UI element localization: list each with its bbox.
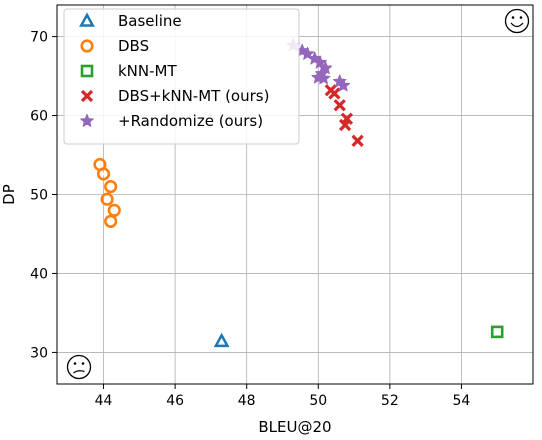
face-eye xyxy=(81,362,85,365)
confused-face-icon xyxy=(66,354,92,380)
legend-marker xyxy=(80,39,94,53)
x-tick-label: 46 xyxy=(166,393,184,409)
data-point xyxy=(100,192,114,206)
data-point xyxy=(316,71,331,85)
triangle-marker xyxy=(213,332,230,348)
circle-marker-center xyxy=(105,197,109,201)
legend-entry: Baseline xyxy=(79,12,182,30)
triangle-marker xyxy=(79,12,95,27)
x-marker-stroke xyxy=(338,118,352,132)
data-point xyxy=(336,78,351,92)
square-marker xyxy=(490,325,504,339)
triangle-marker-center xyxy=(85,19,89,23)
series-3 xyxy=(324,84,364,147)
circle-marker-center xyxy=(109,219,113,223)
triangle-marker-center xyxy=(220,339,224,343)
data-point xyxy=(104,180,118,194)
circle-marker-center xyxy=(85,44,89,48)
annotations xyxy=(66,8,530,380)
x-tick-label: 54 xyxy=(453,393,471,409)
x-marker-stroke xyxy=(328,87,341,100)
axis-ticks: 44 46 48 50 52 54 30 40 50 60 70 xyxy=(30,30,470,409)
face-outline xyxy=(66,354,92,380)
data-point xyxy=(351,134,364,147)
circle-marker-center xyxy=(102,172,105,176)
x-tick-label: 44 xyxy=(95,393,113,409)
legend-marker xyxy=(80,89,94,103)
face-outline xyxy=(504,8,530,34)
y-tick-label: 40 xyxy=(30,266,48,282)
legend-label: DBS xyxy=(118,37,149,55)
face-mouth xyxy=(510,22,524,28)
x-tick-label: 52 xyxy=(381,393,399,409)
series-1 xyxy=(93,157,121,228)
circle-marker xyxy=(80,39,94,53)
square-marker-center xyxy=(495,330,499,334)
legend-entry: DBS+kNN-MT (ours) xyxy=(80,87,269,105)
y-tick-label: 60 xyxy=(30,109,48,125)
legend: Baseline DBS kNN-MT DBS+kNN-MT (ours) +Rand… xyxy=(63,8,300,145)
star-marker xyxy=(316,71,331,85)
data-point xyxy=(107,203,121,217)
circle-marker-center xyxy=(109,185,113,189)
series-2 xyxy=(490,325,504,339)
legend-marker xyxy=(80,113,94,127)
legend-label: kNN-MT xyxy=(118,62,177,80)
y-axis-label: DP xyxy=(0,184,18,205)
data-point xyxy=(333,99,346,112)
star-marker xyxy=(336,78,351,92)
square-marker-center xyxy=(85,69,89,73)
data-point xyxy=(328,87,341,100)
data-point xyxy=(490,325,504,339)
circle-marker-center xyxy=(98,163,102,166)
x-tick-label: 50 xyxy=(309,393,327,409)
square-marker xyxy=(80,64,94,78)
star-marker xyxy=(80,113,94,127)
x-axis-label: BLEU@20 xyxy=(258,418,331,436)
legend-label: Baseline xyxy=(118,12,182,30)
x-marker-stroke xyxy=(80,89,94,103)
legend-entry: +Randomize (ours) xyxy=(80,112,263,130)
legend-label: +Randomize (ours) xyxy=(118,112,263,130)
x-tick-label: 48 xyxy=(238,393,256,409)
circle-marker xyxy=(104,180,118,194)
circle-marker xyxy=(104,214,118,228)
legend-marker xyxy=(80,64,94,78)
face-eye xyxy=(519,16,523,19)
y-tick-label: 70 xyxy=(30,30,48,46)
circle-marker xyxy=(96,167,111,181)
circle-marker-center xyxy=(112,208,116,212)
star-marker xyxy=(300,46,315,60)
x-marker-stroke xyxy=(333,99,346,112)
face-eye xyxy=(511,16,515,19)
legend-marker xyxy=(79,12,95,27)
circle-marker xyxy=(107,203,121,217)
data-point xyxy=(104,214,118,228)
legend-entry: kNN-MT xyxy=(80,62,177,80)
x-marker-stroke xyxy=(351,134,364,147)
face-eye xyxy=(73,362,77,365)
happy-face-icon xyxy=(504,8,530,34)
y-tick-label: 50 xyxy=(30,188,48,204)
circle-marker xyxy=(100,192,114,206)
data-point xyxy=(96,167,111,181)
data-point xyxy=(338,118,352,132)
series-0 xyxy=(213,332,230,348)
face-mouth xyxy=(73,370,85,374)
legend-entry: DBS xyxy=(80,37,149,55)
legend-box xyxy=(63,8,300,145)
data-point xyxy=(213,332,230,348)
legend-label: DBS+kNN-MT (ours) xyxy=(118,87,269,105)
y-tick-label: 30 xyxy=(30,345,48,361)
data-point xyxy=(300,46,315,60)
